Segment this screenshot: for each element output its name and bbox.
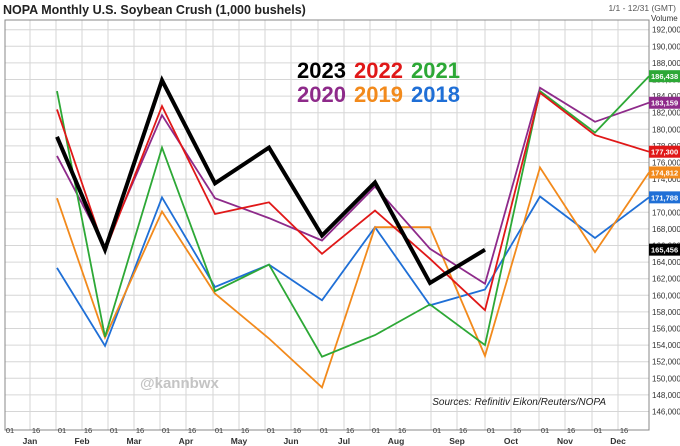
y-tick-label: 164,000 xyxy=(652,258,680,267)
series-line-2021 xyxy=(56,75,650,358)
x-tick-label: 01 xyxy=(320,426,328,435)
month-label: Jan xyxy=(23,436,38,446)
y-tick-label: 170,000 xyxy=(652,208,680,217)
flag-value: 177,300 xyxy=(651,148,678,157)
x-tick-label: 16 xyxy=(346,426,354,435)
legend-item-2018: 2018 xyxy=(411,82,460,107)
grid-lines xyxy=(5,20,649,430)
month-label: Aug xyxy=(388,436,405,446)
y-tick-label: 156,000 xyxy=(652,325,680,334)
x-tick-label: 16 xyxy=(84,426,92,435)
x-tick-label: 01 xyxy=(541,426,549,435)
y-tick-label: 188,000 xyxy=(652,59,680,68)
month-label: Feb xyxy=(74,436,89,446)
x-tick-label: 01 xyxy=(110,426,118,435)
series-line-2023 xyxy=(55,75,487,286)
legend-item-2020: 2020 xyxy=(297,82,346,107)
month-label: Jun xyxy=(283,436,298,446)
month-label: May xyxy=(231,436,248,446)
x-tick-label: 01 xyxy=(6,426,14,435)
legend-item-2021: 2021 xyxy=(411,58,460,83)
legend: 2023 2022 2021 2020 2019 2018 xyxy=(297,58,460,107)
month-label: Dec xyxy=(610,436,626,446)
x-tick-label: 01 xyxy=(372,426,380,435)
x-tick-label: 01 xyxy=(58,426,66,435)
x-tick-label: 16 xyxy=(620,426,628,435)
flag-value: 186,438 xyxy=(651,72,678,81)
flag-value: 174,812 xyxy=(651,168,678,177)
x-tick-label: 01 xyxy=(433,426,441,435)
y-tick-label: 152,000 xyxy=(652,358,680,367)
x-tick-label: 01 xyxy=(487,426,495,435)
y-tick-label: 146,000 xyxy=(652,408,680,417)
x-tick-label: 16 xyxy=(32,426,40,435)
y-tick-label: 176,000 xyxy=(652,159,680,168)
flag-2020: 183,159 xyxy=(649,96,680,109)
flag-value: 165,456 xyxy=(651,246,678,255)
x-tick-label: 16 xyxy=(188,426,196,435)
month-label: Sep xyxy=(449,436,465,446)
flag-value: 171,788 xyxy=(651,193,678,202)
x-tick-label: 01 xyxy=(594,426,602,435)
y-tick-label: 160,000 xyxy=(652,291,680,300)
y-tick-label: 174,000 xyxy=(652,175,680,184)
month-label: Jul xyxy=(338,436,350,446)
plot-frame xyxy=(4,19,650,431)
series-line-2022 xyxy=(56,91,650,312)
y-tick-label: 192,000 xyxy=(652,26,680,35)
month-label: Nov xyxy=(557,436,573,446)
legend-item-2023: 2023 xyxy=(297,58,346,83)
series-line-2020 xyxy=(56,86,650,286)
y-tick-label: 150,000 xyxy=(652,374,680,383)
y-tick-label: 190,000 xyxy=(652,42,680,51)
date-range-label: 1/1 - 12/31 (GMT) xyxy=(608,3,676,13)
x-tick-label: 16 xyxy=(398,426,406,435)
series-line-2019 xyxy=(56,165,650,390)
last-value-flags: 171,788 174,812 183,159 186,438 177,300 165,4… xyxy=(649,70,680,256)
source-note: Sources: Refinitiv Eikon/Reuters/NOPA xyxy=(432,397,606,408)
flag-2018: 171,788 xyxy=(649,191,680,204)
watermark: @kannbwx xyxy=(140,375,219,392)
x-tick-label: 01 xyxy=(267,426,275,435)
x-tick-label: 01 xyxy=(215,426,223,435)
flag-2023: 165,456 xyxy=(649,243,680,256)
series-line-2018 xyxy=(56,195,650,348)
y-tick-label: 154,000 xyxy=(652,341,680,350)
flag-2022: 177,300 xyxy=(649,145,680,158)
legend-item-2019: 2019 xyxy=(354,82,403,107)
y-tick-label: 158,000 xyxy=(652,308,680,317)
month-label: Oct xyxy=(504,436,518,446)
series-lines xyxy=(55,75,650,390)
y-tick-label: 184,000 xyxy=(652,92,680,101)
flag-2021: 186,438 xyxy=(649,70,680,83)
legend-item-2022: 2022 xyxy=(354,58,403,83)
y-tick-label: 182,000 xyxy=(652,109,680,118)
x-tick-label: 16 xyxy=(513,426,521,435)
x-tick-label: 16 xyxy=(241,426,249,435)
chart-title: NOPA Monthly U.S. Soybean Crush (1,000 b… xyxy=(3,3,306,17)
month-label: Mar xyxy=(126,436,142,446)
flag-value: 183,159 xyxy=(651,99,678,108)
y-tick-label: 180,000 xyxy=(652,125,680,134)
y-axis-label: Volume xyxy=(651,14,678,23)
month-label: Apr xyxy=(179,436,194,446)
y-tick-label: 148,000 xyxy=(652,391,680,400)
x-tick-label: 16 xyxy=(567,426,575,435)
x-tick-label: 16 xyxy=(136,426,144,435)
y-tick-label: 168,000 xyxy=(652,225,680,234)
x-tick-label: 16 xyxy=(293,426,301,435)
x-tick-label: 16 xyxy=(459,426,467,435)
flag-2019: 174,812 xyxy=(649,166,680,179)
x-tick-label: 01 xyxy=(162,426,170,435)
y-tick-label: 162,000 xyxy=(652,275,680,284)
